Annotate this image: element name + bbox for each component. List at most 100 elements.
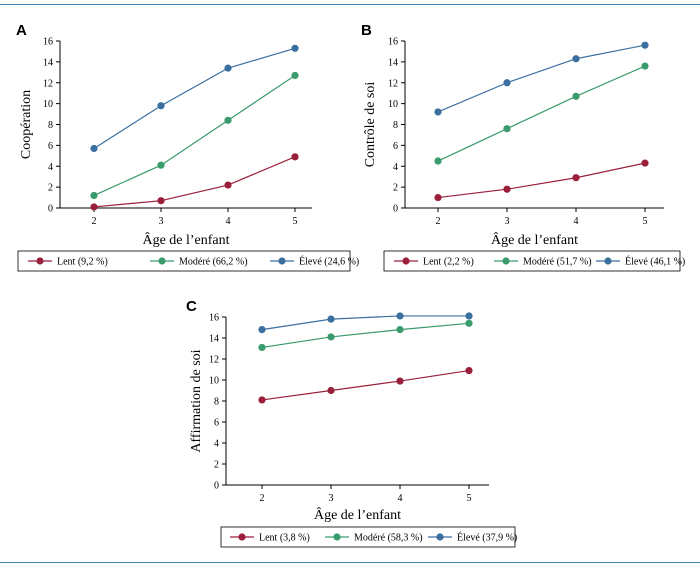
data-point (258, 343, 266, 352)
y-axis-title: Affirmation de soi (189, 349, 204, 452)
y-tick-label: 0 (214, 481, 219, 492)
series-line-0 (261, 369, 470, 401)
x-tick-label: 3 (329, 493, 334, 504)
data-point (434, 193, 442, 202)
legend-swatch-marker (402, 257, 410, 265)
legend-swatch-marker (238, 533, 246, 541)
x-tick-label: 2 (260, 493, 265, 504)
x-tick-label: 5 (643, 216, 648, 227)
y-tick-label: 16 (209, 313, 219, 324)
data-point (224, 116, 232, 124)
legend-swatch-marker (278, 257, 286, 265)
x-tick-label: 4 (574, 216, 579, 227)
chart-panel-a: A 0 2 4 6 8 10 12 14 16 2 3 4 5 Coopération Âge de l’en… (16, 22, 359, 272)
data-point (572, 174, 580, 182)
data-point (503, 125, 511, 133)
x-axis-title: Âge de l’enfant (314, 506, 401, 523)
data-point (465, 319, 473, 327)
y-tick-label: 16 (43, 37, 53, 48)
y-tick-label: 4 (48, 162, 53, 173)
data-point (90, 203, 98, 211)
data-point (572, 92, 580, 100)
legend-swatch-marker (436, 533, 444, 541)
data-point (157, 102, 165, 110)
series-line-2 (93, 47, 296, 150)
data-point (291, 71, 299, 80)
y-axis-title: Contrôle de soi (363, 82, 378, 168)
data-point (291, 153, 299, 161)
panel-letter: A (16, 22, 27, 39)
data-point (465, 312, 473, 320)
y-tick-label: 6 (393, 141, 398, 152)
data-point (258, 396, 266, 404)
legend-swatch-marker (502, 257, 510, 265)
data-point (434, 157, 442, 165)
legend-label: Élevé (46,1 %) (625, 256, 685, 268)
x-axis-title: Âge de l’enfant (142, 231, 229, 248)
x-tick-label: 4 (398, 493, 403, 504)
x-tick-label: 3 (159, 216, 164, 227)
x-tick-label: 5 (467, 493, 472, 504)
x-tick-label: 2 (92, 216, 97, 227)
series-line-2 (437, 44, 646, 113)
top-border-line (0, 4, 700, 5)
data-point (434, 108, 442, 116)
x-tick-label: 3 (505, 216, 510, 227)
data-point (503, 185, 511, 193)
bottom-border-line (0, 562, 700, 563)
chart-panel-c: C 0 2 4 6 8 10 12 14 16 2 3 4 5 Affirmation de soi Âge … (186, 298, 517, 548)
series-line-2 (261, 315, 469, 331)
data-point (90, 191, 98, 200)
legend-swatch-marker (604, 257, 612, 265)
data-point (224, 64, 232, 72)
y-tick-label: 16 (388, 37, 398, 48)
panel-letter: B (361, 22, 372, 39)
series-line-1 (93, 74, 296, 197)
y-axis-title: Coopération (19, 90, 34, 159)
data-point (396, 326, 404, 334)
x-tick-label: 2 (436, 216, 441, 227)
y-tick-label: 10 (388, 99, 398, 110)
legend-swatch-marker (333, 533, 341, 541)
data-point (90, 144, 98, 153)
legend-swatch-marker (158, 257, 166, 265)
y-tick-label: 10 (43, 99, 53, 110)
data-point (572, 55, 580, 63)
legend-swatch-marker (36, 257, 44, 265)
legend-label: Lent (3,8 %) (259, 533, 310, 544)
y-tick-label: 8 (214, 397, 219, 408)
data-point (327, 315, 335, 323)
y-tick-label: 14 (388, 57, 398, 68)
data-point (641, 62, 649, 70)
series-line-0 (437, 162, 646, 199)
series-line-1 (261, 322, 470, 349)
data-point (327, 333, 335, 341)
y-tick-label: 0 (48, 204, 53, 215)
y-tick-label: 0 (393, 204, 398, 215)
y-tick-label: 8 (393, 120, 398, 131)
data-point (396, 312, 404, 320)
legend-label: Élevé (37,9 %) (457, 532, 517, 544)
chart-panel-b: B 0 2 4 6 8 10 12 14 16 2 3 4 5 Contrôle de soi Âge de … (361, 22, 685, 272)
data-point (396, 377, 404, 385)
panel-letter: C (186, 298, 197, 315)
legend-box (17, 250, 351, 272)
data-point (465, 366, 473, 375)
legend-label: Lent (9,2 %) (57, 257, 108, 268)
x-axis-title: Âge de l’enfant (491, 231, 578, 248)
data-point (224, 181, 232, 189)
data-point (157, 197, 165, 205)
data-point (641, 159, 649, 167)
y-tick-label: 8 (48, 120, 53, 131)
legend-label: Lent (2,2 %) (423, 257, 474, 268)
y-tick-label: 12 (43, 78, 53, 89)
y-tick-label: 2 (214, 460, 219, 471)
data-point (258, 326, 266, 334)
data-point (503, 79, 511, 87)
legend-label: Modéré (58,3 %) (354, 533, 423, 544)
y-tick-label: 4 (393, 162, 398, 173)
y-tick-label: 12 (209, 355, 219, 366)
legend-box (383, 250, 681, 272)
legend-label: Modéré (51,7 %) (523, 257, 592, 268)
